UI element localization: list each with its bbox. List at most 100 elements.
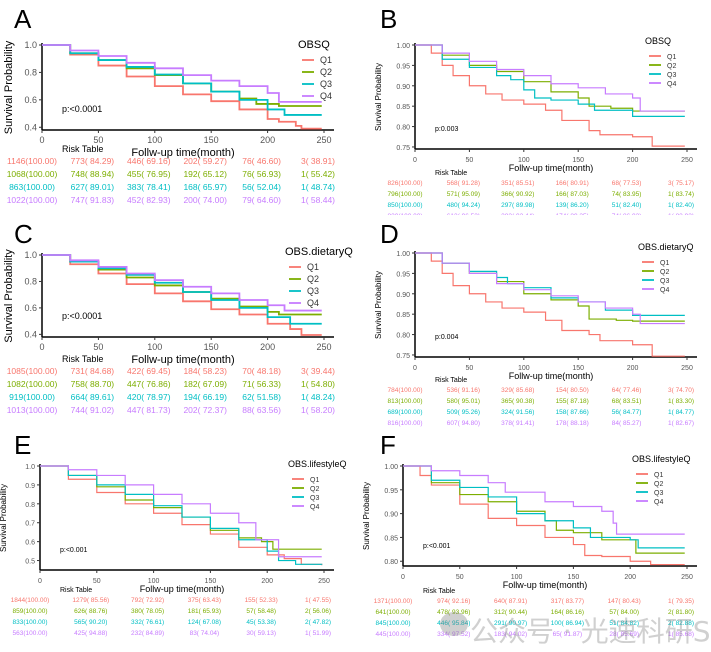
risk-table-cell: 57( 58.48) (246, 608, 276, 615)
x-tick-label: 50 (466, 365, 474, 372)
survival-curve-q4 (415, 44, 685, 112)
x-tick-label: 0 (39, 135, 44, 145)
x-tick-label: 100 (147, 135, 162, 145)
x-axis-label: Follw-up time(month) (131, 354, 234, 366)
y-axis-label: Survival Probability (3, 40, 15, 134)
legend-label-q3: Q3 (660, 278, 669, 285)
y-tick-label: 0.95 (396, 271, 410, 278)
p-value-label: p:0.003 (435, 126, 458, 133)
x-tick-label: 200 (624, 574, 636, 581)
survival-curve-q1 (415, 44, 685, 147)
risk-table-cell: 166( 87.03) (556, 191, 589, 198)
risk-table-cell: 202( 72.37) (183, 405, 227, 415)
risk-table-cell: 329( 85.68) (501, 387, 534, 394)
risk-table-title: Risk Table (423, 588, 455, 595)
risk-table-cell: 297( 89.98) (501, 202, 534, 209)
x-axis-label: Follw-up time(month) (140, 584, 225, 594)
legend-label-q1: Q1 (307, 262, 319, 272)
x-tick-label: 250 (681, 574, 693, 581)
y-tick-label: 1.0 (24, 40, 37, 50)
x-tick-label: 250 (318, 578, 330, 585)
risk-table-cell: 317( 83.77) (551, 598, 584, 605)
risk-table-cell: 1( 79.35) (668, 598, 694, 605)
panel-letter: A (14, 4, 32, 34)
x-tick-label: 150 (568, 574, 580, 581)
km-chart: 0.4 0.6 0.8 1.0 0 50 100 150 200 250 Follw-up time… (3, 246, 353, 415)
p-value-label: p:<0.001 (60, 547, 88, 554)
risk-table-cell: 147( 80.43) (608, 598, 641, 605)
risk-table-cell: 71( 56.33) (242, 379, 281, 389)
risk-table-cell: 3( 38.91) (301, 156, 335, 166)
legend-title: OBS.dietaryQ (285, 246, 353, 258)
y-tick-label: 0.75 (396, 145, 410, 152)
legend-label-q4: Q4 (320, 91, 332, 101)
risk-table-cell: 627( 89.01) (71, 182, 115, 192)
legend-label-q2: Q2 (310, 486, 319, 493)
panel-letter: C (14, 219, 33, 249)
survival-curve-q1 (42, 254, 322, 336)
risk-table-cell: 84( 85.27) (612, 420, 642, 427)
risk-table-title: Risk Table (62, 144, 103, 154)
legend-label-q4: Q4 (667, 81, 676, 88)
risk-table-cell: 563(100.00) (12, 630, 47, 637)
x-tick-label: 50 (93, 578, 101, 585)
risk-table-cell: 51( 84.82) (609, 620, 639, 627)
risk-table-cell: 641(100.00) (375, 609, 410, 616)
y-tick-label: 0.8 (24, 276, 37, 286)
risk-table-cell: 3( 39.44) (301, 366, 335, 376)
risk-table-cell: 70( 48.18) (242, 366, 281, 376)
legend-label-q2: Q2 (320, 67, 332, 77)
risk-table-cell: 1( 83.93) (668, 213, 694, 215)
risk-table-cell: 446( 69.16) (127, 156, 171, 166)
x-tick-label: 100 (518, 365, 530, 372)
x-axis-label: Follw-up time(month) (509, 371, 594, 381)
risk-table-cell: 446( 95.84) (437, 620, 470, 627)
legend-label-q3: Q3 (307, 286, 319, 296)
legend-label-q3: Q3 (654, 490, 663, 497)
risk-table-cell: 200( 74.00) (183, 195, 227, 205)
risk-table-cell: 845(100.00) (375, 620, 410, 627)
risk-table-title: Risk Table (435, 377, 467, 384)
x-tick-label: 250 (316, 135, 331, 145)
risk-table-cell: 74( 83.95) (612, 191, 642, 198)
risk-table-cell: 480( 94.24) (447, 202, 480, 209)
x-tick-label: 200 (627, 365, 639, 372)
legend-label-q1: Q1 (660, 260, 669, 267)
survival-curve-q4 (42, 44, 322, 103)
y-axis-label: Survival Probability (0, 484, 8, 552)
legend-label-q4: Q4 (654, 499, 663, 506)
risk-table-cell: 168( 65.97) (183, 182, 227, 192)
risk-table-cell: 181( 65.93) (188, 608, 221, 615)
x-tick-label: 100 (511, 574, 523, 581)
legend-label-q1: Q1 (320, 55, 332, 65)
risk-table-cell: 3( 74.70) (668, 387, 694, 394)
risk-table-cell: 478( 93.96) (437, 609, 470, 616)
risk-table-cell: 1( 83.30) (668, 398, 694, 405)
risk-table-cell: 509( 95.26) (447, 409, 480, 416)
risk-table-cell: 784(100.00) (387, 387, 422, 394)
risk-table-cell: 184( 58.23) (183, 366, 227, 376)
y-tick-label: 0.6 (25, 540, 35, 547)
risk-table-cell: 1279( 85.56) (72, 597, 109, 604)
y-tick-label: 1.00 (396, 251, 410, 258)
survival-curve-q4 (403, 465, 685, 535)
risk-table-cell: 155( 87.18) (556, 398, 589, 405)
y-tick-label: 0.90 (384, 512, 398, 519)
panel-letter: D (380, 219, 399, 249)
risk-table-cell: 380( 78.05) (131, 608, 164, 615)
risk-table-cell: 334( 97.52) (437, 631, 470, 638)
y-tick-label: 0.80 (396, 333, 410, 340)
legend-label-q3: Q3 (320, 79, 332, 89)
panel-e: E 0.5 0.6 0.7 0.8 0.9 1.0 0 50 100 150 200 250 Follw-… (0, 430, 360, 652)
survival-curve-q1 (42, 44, 322, 130)
y-tick-label: 1.00 (396, 43, 410, 50)
risk-table-cell: 689(100.00) (387, 409, 422, 416)
risk-table-cell: 859(100.00) (12, 608, 47, 615)
risk-table-cell: 1082(100.00) (7, 379, 58, 389)
y-tick-label: 0.8 (25, 502, 35, 509)
legend-label-q2: Q2 (307, 274, 319, 284)
legend-label-q4: Q4 (307, 298, 319, 308)
risk-table-cell: 1( 48.24) (301, 392, 335, 402)
x-tick-label: 100 (147, 342, 162, 352)
risk-table-cell: 1( 83.74) (668, 191, 694, 198)
